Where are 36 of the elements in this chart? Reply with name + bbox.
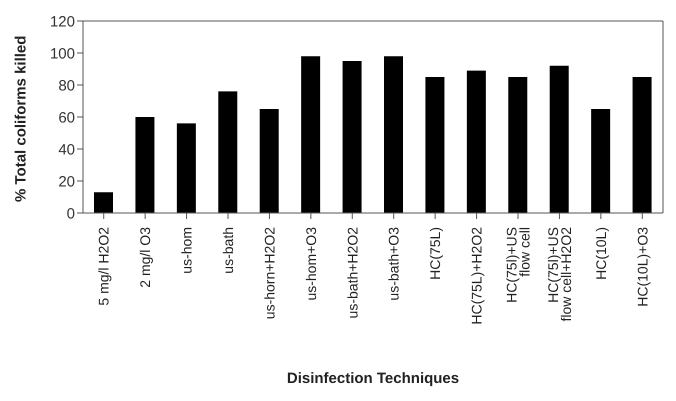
x-tick-label: us-hom+O3: [302, 226, 319, 301]
x-tick-label: HC(75L)+H2O2: [468, 226, 485, 325]
x-tick-label: HC(10L)+O3: [634, 226, 650, 307]
x-tick-label: HC(75l)+US flow cell: [504, 227, 532, 303]
y-tick-label: 0: [66, 205, 75, 222]
x-tick-label: 2 mg/l O3: [137, 226, 154, 288]
y-tick-label: 120: [50, 13, 75, 30]
y-tick-label: 100: [50, 45, 75, 62]
x-tick-label: HC(75L): [427, 227, 444, 280]
x-tick-label: us-bath+H2O2: [344, 226, 360, 318]
bar: [260, 109, 279, 213]
bar: [384, 56, 403, 213]
x-tick-label: us-bath+O3: [386, 226, 402, 301]
bar: [218, 91, 238, 213]
y-tick-label: 80: [58, 77, 75, 94]
bar: [301, 56, 320, 213]
x-tick-label: us-bath: [220, 227, 236, 274]
bar: [135, 117, 154, 213]
bar: [342, 61, 362, 213]
x-tick-label: us-hom: [178, 227, 195, 274]
y-tick-label: 40: [58, 141, 75, 158]
y-tick-label: 20: [58, 173, 75, 190]
bar: [550, 66, 569, 213]
x-tick-label: 5 mg/l H2O2: [96, 226, 112, 306]
bar: [176, 123, 196, 213]
bar: [632, 77, 652, 213]
bar: [94, 192, 113, 213]
y-axis-title: % Total coliforms killed: [12, 36, 30, 202]
x-tick-label: HC(10L): [592, 227, 609, 280]
x-tick-label: us-horn+H2O2: [261, 226, 278, 320]
x-axis-title: Disinfection Techniques: [286, 370, 460, 387]
bar: [591, 109, 610, 213]
bar: [425, 77, 444, 213]
y-tick-label: 60: [58, 109, 75, 126]
bar: [466, 70, 486, 213]
bar: [508, 77, 528, 213]
